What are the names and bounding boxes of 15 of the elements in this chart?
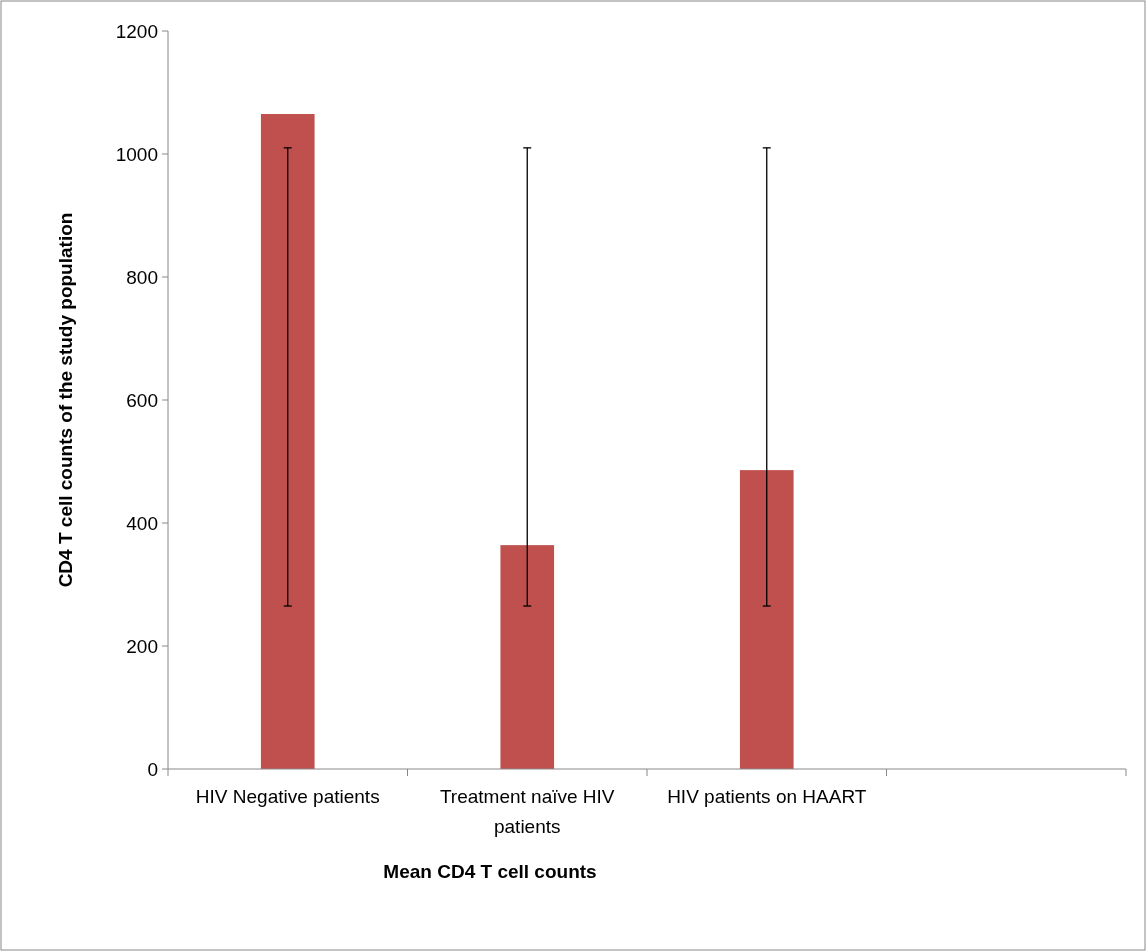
y-tick-label: 0 — [147, 758, 158, 780]
y-axis-title: CD4 T cell counts of the study population — [55, 212, 76, 588]
x-tick-label: HIV patients on HAART — [667, 786, 867, 807]
x-tick-label: Treatment naïve HIV patients — [439, 786, 615, 837]
y-tick-label: 400 — [126, 512, 158, 534]
bar — [739, 470, 794, 769]
y-tick-label: 800 — [126, 266, 158, 288]
y-tick-label: 1000 — [115, 143, 158, 165]
x-axis-title: Mean CD4 T cell counts — [383, 861, 597, 882]
y-tick-label: 200 — [126, 635, 158, 657]
bar — [260, 114, 315, 769]
y-tick-label: 1200 — [115, 20, 158, 42]
x-tick-label: HIV Negative patients — [195, 786, 380, 807]
bar — [500, 545, 555, 769]
y-tick-label: 600 — [126, 389, 158, 411]
